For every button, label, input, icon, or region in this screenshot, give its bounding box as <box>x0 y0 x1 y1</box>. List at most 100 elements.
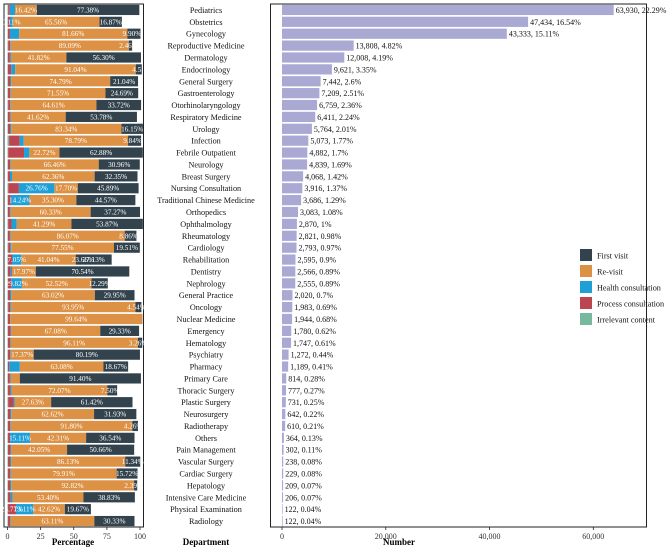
stacked-segment-re-visit <box>21 254 76 265</box>
department-label: Dermatology <box>184 53 228 62</box>
stacked-segment-re-visit <box>10 373 20 384</box>
stacked-segment-health-consultation <box>10 432 31 443</box>
stacked-segment-process-consultation <box>8 123 11 134</box>
stacked-segment-first-visit <box>83 492 135 503</box>
segment-label: 91.04% <box>64 66 86 74</box>
stacked-segment-health-consultation <box>9 111 11 123</box>
stacked-segment-process-consultation <box>7 64 12 75</box>
stacked-segment-first-visit <box>33 349 140 360</box>
stacked-segment-first-visit <box>124 230 137 241</box>
count-label: 814, 0.28% <box>288 374 325 383</box>
stacked-segment-re-visit <box>10 337 138 348</box>
count-bar <box>282 254 296 265</box>
stacked-segment-process-consultation <box>7 52 10 63</box>
department-label: Reproductive Medicine <box>167 42 244 51</box>
stacked-segment-health-consultation <box>10 266 12 277</box>
department-label: Breast Surgery <box>182 172 232 181</box>
stacked-segment-re-visit <box>11 456 126 467</box>
stacked-segment-re-visit <box>11 385 108 396</box>
count-bar <box>282 52 345 63</box>
stacked-segment-process-consultation <box>8 480 11 491</box>
stacked-segment-first-visit <box>91 278 108 289</box>
stacked-segment-irrelevant-content <box>7 385 9 396</box>
count-bar <box>282 349 289 360</box>
stacked-segment-first-visit <box>71 218 143 230</box>
stacked-segment-health-consultation <box>10 290 12 301</box>
stacked-segment-health-consultation <box>10 408 12 420</box>
segment-label: 4.26% <box>124 422 143 430</box>
count-label: 12,008, 4.19% <box>346 53 393 62</box>
stacked-segment-process-consultation <box>8 515 11 527</box>
stacked-segment-process-consultation <box>7 373 10 384</box>
count-label: 2,870, 1% <box>299 220 332 229</box>
stacked-segment-health-consultation <box>10 385 12 396</box>
stacked-segment-health-consultation <box>9 4 16 16</box>
count-label: 4,068, 1.42% <box>305 172 348 181</box>
stacked-segment-re-visit <box>12 492 84 503</box>
segment-label: 83.34% <box>55 125 77 133</box>
segment-label: 63.11% <box>42 518 64 526</box>
stacked-segment-irrelevant-content <box>7 504 9 515</box>
count-label: 2,020, 0.7% <box>294 291 333 300</box>
count-bar <box>282 420 286 432</box>
count-label: 206, 0.07% <box>285 493 322 502</box>
stacked-segment-irrelevant-content <box>7 337 9 348</box>
stacked-segment-irrelevant-content <box>7 76 9 87</box>
segment-label: 26.76% <box>26 185 48 193</box>
count-bar <box>282 159 308 170</box>
stacked-segment-first-visit <box>36 4 140 16</box>
count-label: 1,189, 0.41% <box>290 363 333 372</box>
count-label: 2,595, 0.9% <box>297 256 336 265</box>
department-labels: Pediatrics Obstetrics Gynecology Reproducti… <box>157 6 255 526</box>
stacked-segment-process-consultation <box>8 504 16 515</box>
stacked-segment-health-consultation <box>10 492 13 503</box>
segment-label: 21.04% <box>113 78 135 86</box>
stacked-segment-first-visit <box>77 183 139 194</box>
legend-swatch <box>580 281 592 293</box>
count-bar <box>282 456 284 467</box>
stacked-segment-process-consultation <box>8 171 11 182</box>
stacked-segment-re-visit <box>10 40 129 51</box>
count-bar <box>282 135 309 146</box>
stacked-segment-health-consultation <box>10 456 12 467</box>
stacked-segment-process-consultation <box>8 385 11 396</box>
stacked-segment-health-consultation <box>10 515 11 527</box>
count-bar <box>282 111 316 123</box>
count-bar <box>282 480 284 491</box>
stacked-segment-irrelevant-content <box>7 4 9 16</box>
count-bar <box>282 64 332 75</box>
stacked-segment-re-visit <box>11 480 135 491</box>
segment-label: 64.61% <box>43 102 65 110</box>
stacked-segment-re-visit <box>12 266 36 277</box>
stacked-segment-re-visit <box>10 301 136 313</box>
stacked-segment-irrelevant-content <box>7 313 9 325</box>
segment-label: 74.79% <box>50 78 72 86</box>
stacked-segment-first-visit <box>19 373 141 384</box>
segment-label: 41.82% <box>28 54 50 62</box>
department-label: Radiotherapy <box>184 422 229 431</box>
count-label: 1,272, 0.44% <box>291 351 334 360</box>
segment-label: 30.96% <box>108 161 130 169</box>
legend-swatch <box>580 297 592 309</box>
count-label: 43,333, 15.11% <box>509 30 560 39</box>
number-tick-label: 0 <box>280 532 284 541</box>
count-bar <box>282 242 297 253</box>
stacked-segment-re-visit <box>11 325 101 336</box>
department-label: Dentistry <box>191 267 222 276</box>
stacked-segment-re-visit <box>12 171 95 182</box>
segment-label: 91.40% <box>69 375 91 383</box>
stacked-segment-first-visit <box>90 206 140 218</box>
stacked-segment-first-visit <box>59 147 143 158</box>
segment-label: 7.50% <box>101 387 120 395</box>
stacked-segment-health-consultation <box>10 40 11 51</box>
department-label: Pediatrics <box>190 6 222 15</box>
stacked-segment-irrelevant-content <box>7 266 9 277</box>
stacked-segment-first-visit <box>135 301 142 313</box>
stacked-segment-process-consultation <box>8 40 11 51</box>
stacked-segment-process-consultation <box>8 195 11 206</box>
segment-label: 19.67% <box>67 506 89 514</box>
stacked-segment-health-consultation <box>10 171 13 182</box>
stacked-segment-re-visit <box>15 4 37 16</box>
count-bar <box>282 99 318 111</box>
segment-label: 41.04% <box>37 256 59 264</box>
